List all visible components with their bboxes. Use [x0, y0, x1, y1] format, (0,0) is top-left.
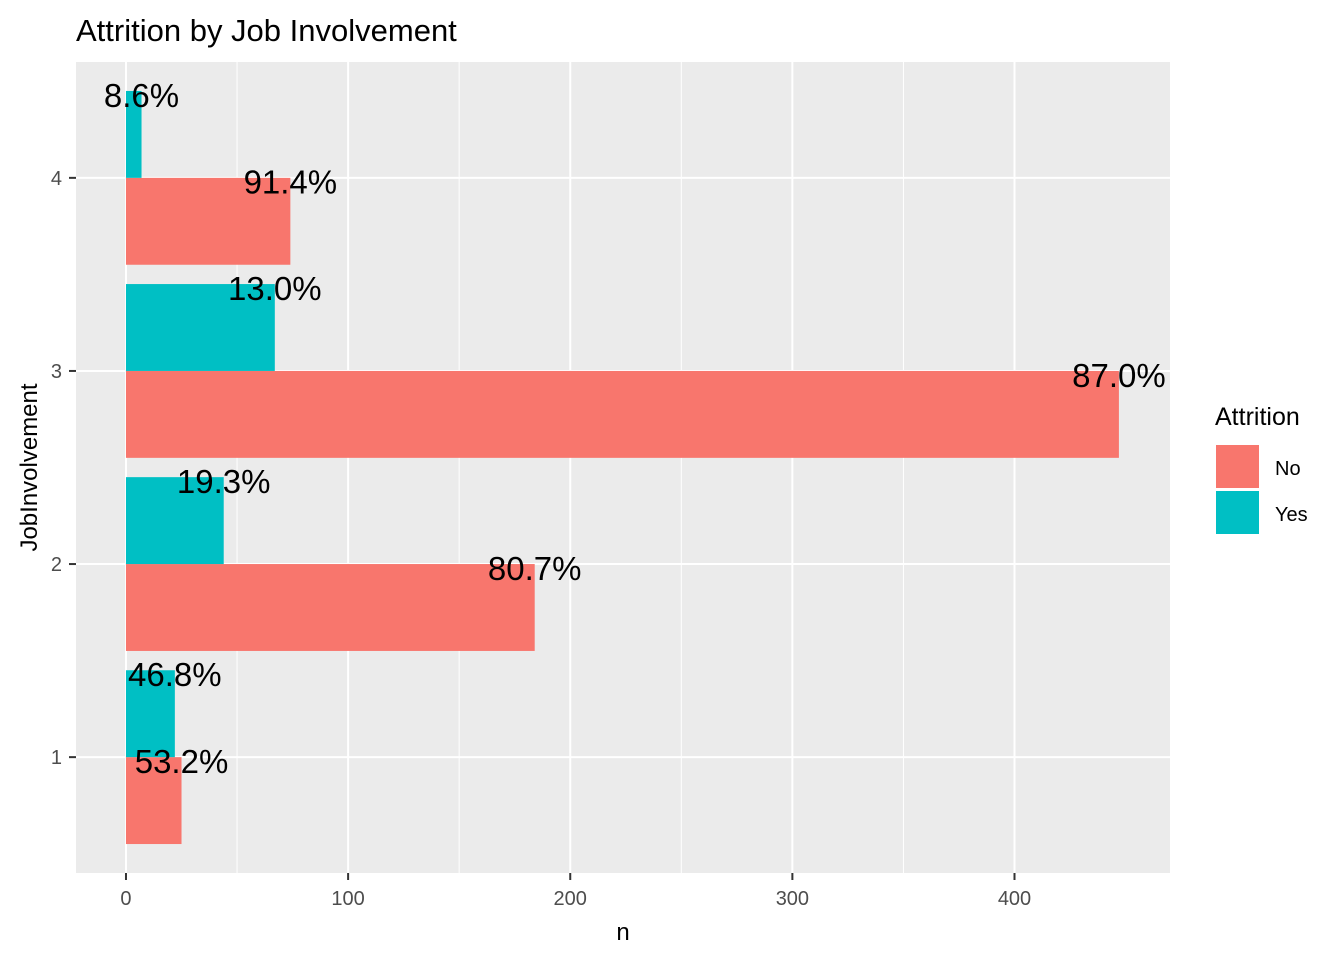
y-tick-label: 1 [51, 747, 62, 769]
legend-key-no [1216, 445, 1259, 488]
bar-yes-3 [125, 284, 275, 371]
data-label-no-4: 91.4% [244, 164, 338, 201]
y-tick-label: 2 [51, 554, 62, 576]
data-label-no-1: 53.2% [135, 743, 229, 780]
x-tick-label: 200 [554, 888, 587, 910]
y-tick-label: 4 [51, 168, 62, 190]
data-label-yes-2: 19.3% [177, 463, 271, 500]
data-labels: 53.2% 46.8% 80.7% 19.3% 87.0% 13.0% 91.4% 8.6% [104, 77, 1166, 780]
x-tick-label: 300 [776, 888, 809, 910]
data-label-no-3: 87.0% [1072, 357, 1166, 394]
y-tick-label: 3 [51, 361, 62, 383]
legend-label-no: No [1275, 458, 1301, 480]
data-label-yes-1: 46.8% [128, 656, 222, 693]
bar-yes-4 [125, 90, 142, 178]
bar-no-2 [125, 564, 535, 651]
legend: Attrition No Yes [1215, 403, 1308, 534]
bar-no-4 [125, 177, 291, 265]
legend-key-yes [1216, 491, 1259, 534]
x-tick-label: 0 [120, 888, 131, 910]
legend-title: Attrition [1215, 403, 1300, 431]
bar-no-1 [125, 757, 182, 845]
x-tick-label: 100 [331, 888, 364, 910]
data-label-yes-4: 8.6% [104, 77, 179, 114]
y-axis-title: JobInvolvement [16, 383, 43, 551]
bar-yes-1 [125, 670, 175, 758]
axes: 0 100 200 300 400 1 2 3 4 [51, 168, 1031, 910]
bar-yes-2 [125, 477, 224, 565]
legend-label-yes: Yes [1275, 504, 1308, 526]
bars [125, 90, 1119, 845]
x-tick-label: 400 [998, 888, 1031, 910]
chart-title: Attrition by Job Involvement [76, 13, 457, 48]
data-label-no-2: 80.7% [488, 550, 582, 587]
data-label-yes-3: 13.0% [228, 270, 322, 307]
x-axis-title: n [616, 919, 629, 946]
bar-no-3 [125, 370, 1119, 458]
